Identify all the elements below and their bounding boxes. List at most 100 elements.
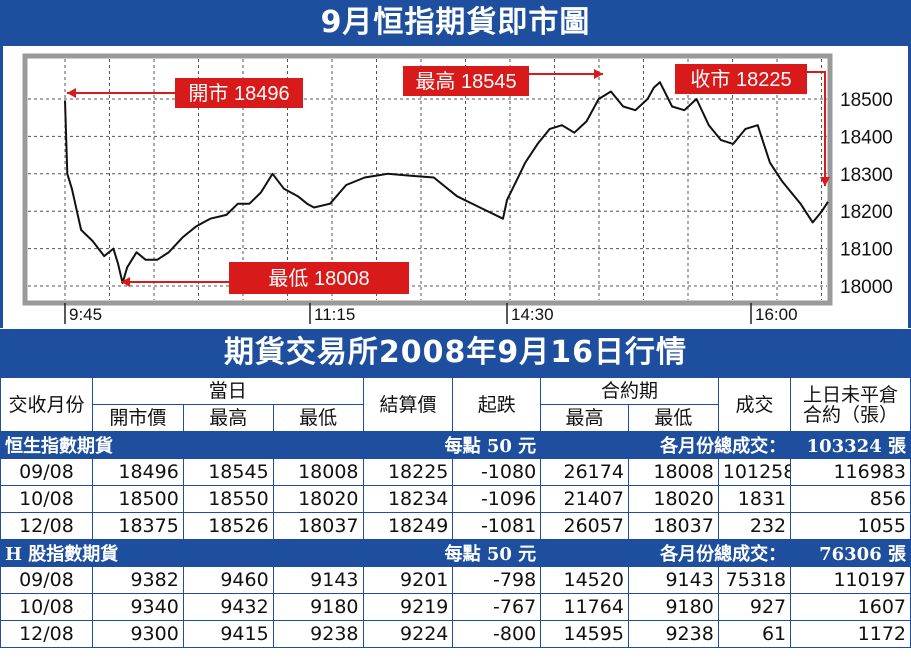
header-open-interest-line2: 合約（張） — [803, 403, 899, 426]
section-row: H 股指數期貨 每點 50 元各月份總成交： 76306 張 — [0, 539, 911, 567]
table-cell: 9238 — [627, 620, 719, 648]
table-cell: 26174 — [540, 458, 629, 486]
table-cell: 856 — [790, 485, 911, 513]
callout-label: 最高 18545 — [415, 70, 516, 93]
table-cell: 9224 — [362, 620, 454, 648]
section-name: H 股指數期貨 — [0, 539, 364, 567]
table-cell: 09/08 — [0, 566, 93, 594]
callout-arrowhead — [820, 177, 830, 186]
callout-box — [403, 66, 529, 96]
table-cell: 1607 — [790, 593, 911, 621]
table-cell: 116983 — [790, 458, 911, 486]
table-cell: 927 — [717, 593, 792, 621]
x-tick-label: 11:15 — [314, 305, 355, 324]
header-today: 當日 — [91, 377, 364, 405]
table-cell: 1172 — [790, 620, 911, 648]
callout-arrowhead — [594, 69, 603, 79]
table-cell: 101258 — [717, 458, 792, 486]
table-cell: 9238 — [272, 620, 364, 648]
section-total-label: 各月份總成交： — [540, 431, 792, 459]
header-open-interest: 上日未平倉 合約（張） — [790, 377, 911, 432]
table-cell: 1055 — [790, 512, 911, 540]
table-cell: 18037 — [272, 512, 364, 540]
table-cell: 12/08 — [0, 620, 93, 648]
table-cell: 18550 — [182, 485, 274, 513]
callout-box — [229, 262, 409, 294]
y-tick-label: 18500 — [840, 90, 893, 111]
callout-arrow — [807, 71, 826, 186]
table-cell: 18225 — [362, 458, 454, 486]
table-cell: -1096 — [452, 485, 542, 513]
plot-frame — [22, 53, 833, 306]
price-line — [64, 81, 829, 284]
callout-label: 開市 18496 — [188, 82, 289, 105]
header-period-low: 最低 — [627, 404, 719, 432]
table-row: 12/08 9300 9415 9238 9224 -800 14595 9238 61 1172 — [0, 620, 911, 648]
callout-box — [175, 78, 303, 108]
table-cell: 18545 — [182, 458, 274, 486]
table-cell: 18375 — [91, 512, 184, 540]
y-tick-label: 18400 — [840, 127, 893, 148]
header-volume: 成交 — [717, 377, 792, 432]
table-cell: -1081 — [452, 512, 542, 540]
table-cell: 18526 — [182, 512, 274, 540]
table-cell: 09/08 — [0, 458, 93, 486]
header-contract-period: 合約期 — [540, 377, 719, 405]
table-cell: 9300 — [91, 620, 184, 648]
header-open: 開市價 — [91, 404, 184, 432]
y-tick-label: 18200 — [840, 202, 893, 223]
y-tick-label: 18300 — [840, 165, 893, 186]
header-contract-month: 交收月份 — [0, 377, 93, 432]
table-cell: -767 — [452, 593, 542, 621]
table-cell: 18500 — [91, 485, 184, 513]
table-cell: 18008 — [272, 458, 364, 486]
x-tick-label: 16:00 — [755, 305, 798, 324]
table-cell: 110197 — [790, 566, 911, 594]
header-low: 最低 — [272, 404, 364, 432]
table-cell: 9432 — [182, 593, 274, 621]
table-cell: 14520 — [540, 566, 629, 594]
header-change: 起跌 — [452, 377, 542, 432]
table-cell: 14595 — [540, 620, 629, 648]
table-cell: 9382 — [91, 566, 184, 594]
table-body: 恒生指數期貨 每點 50 元各月份總成交： 103324 張 09/08 18496 18… — [0, 431, 911, 648]
y-tick-label: 18000 — [840, 277, 893, 298]
y-tick-label: 18100 — [840, 240, 893, 261]
section-per-point: 每點 50 元 — [362, 431, 542, 459]
header-high: 最高 — [182, 404, 274, 432]
table-cell: 18020 — [272, 485, 364, 513]
section-total: 103324 張 — [790, 431, 911, 459]
table-cell: 18496 — [91, 458, 184, 486]
callout-arrowhead — [67, 88, 76, 98]
market-table: 交收月份 當日 結算價 起跌 合約期 成交 上日未平倉 合約（張） 開市價 最高… — [0, 377, 911, 660]
callout-box — [675, 64, 807, 94]
header-period-high: 最高 — [540, 404, 629, 432]
table-row: 09/08 18496 18545 18008 18225 -1080 26174 18008… — [0, 458, 911, 486]
table-cell: 18008 — [627, 458, 719, 486]
table-cell: 9143 — [272, 566, 364, 594]
table-cell: 18037 — [627, 512, 719, 540]
table-cell: 18020 — [627, 485, 719, 513]
table-cell: 10/08 — [0, 593, 93, 621]
table-cell: 26057 — [540, 512, 629, 540]
header-settlement: 結算價 — [362, 377, 454, 432]
table-row: 10/08 9340 9432 9180 9219 -767 11764 9180 927 160… — [0, 593, 911, 621]
table-cell: 21407 — [540, 485, 629, 513]
header-open-interest-line1: 上日未平倉 — [803, 383, 899, 406]
section-row: 恒生指數期貨 每點 50 元各月份總成交： 103324 張 — [0, 431, 911, 459]
callout-label: 收市 18225 — [690, 68, 791, 91]
table-cell: -798 — [452, 566, 542, 594]
table-cell: 232 — [717, 512, 792, 540]
table-cell: 75318 — [717, 566, 792, 594]
section-name: 恒生指數期貨 — [0, 431, 364, 459]
table-cell: 9340 — [91, 593, 184, 621]
table-row: 09/08 9382 9460 9143 9201 -798 14520 9143 75318 1… — [0, 566, 911, 594]
x-tick-label: 14:30 — [511, 305, 554, 324]
table-cell: 61 — [717, 620, 792, 648]
table-row: 12/08 18375 18526 18037 18249 -1081 26057 18037… — [0, 512, 911, 540]
table-cell: 9180 — [272, 593, 364, 621]
table-cell: 9415 — [182, 620, 274, 648]
section-total: 76306 張 — [790, 539, 911, 567]
callout-label: 最低 18008 — [268, 267, 369, 290]
